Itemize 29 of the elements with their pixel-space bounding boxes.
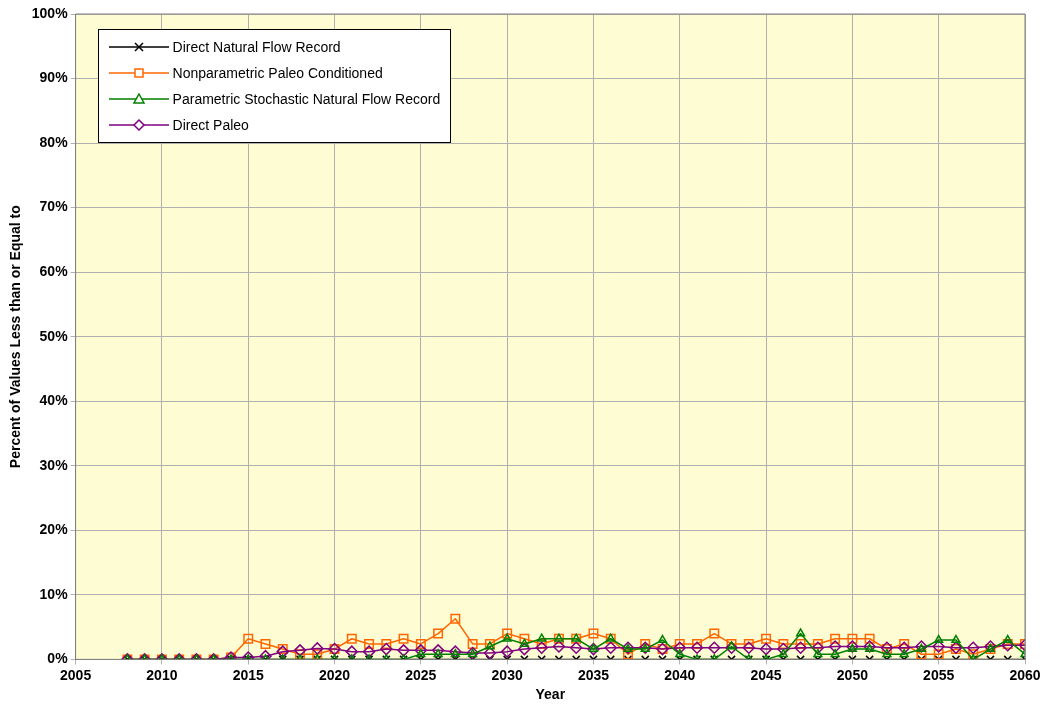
- legend-label: Parametric Stochastic Natural Flow Record: [172, 91, 441, 107]
- y-tick-label: 80%: [39, 133, 69, 150]
- x-tick-label: 2045: [750, 666, 782, 683]
- x-tick-label: 2055: [923, 666, 955, 683]
- x-tick-label: 2060: [1009, 666, 1041, 683]
- y-axis-title: Percent of Values Less than or Equal to: [7, 205, 24, 469]
- y-tick-label: 70%: [39, 198, 69, 215]
- x-tick-label: 2050: [836, 666, 869, 683]
- y-tick-label: 50%: [39, 327, 69, 344]
- x-tick-label: 2035: [577, 666, 610, 683]
- y-tick-label: 60%: [39, 263, 69, 280]
- x-tick-label: 2030: [491, 666, 523, 683]
- legend-label: Direct Paleo: [172, 117, 249, 133]
- x-tick-label: 2015: [232, 666, 264, 683]
- y-tick-label: 100%: [31, 4, 69, 21]
- x-tick-label: 2010: [146, 666, 178, 683]
- y-tick-label: 90%: [39, 69, 69, 86]
- y-tick-label: 40%: [39, 392, 69, 409]
- legend-label: Nonparametric Paleo Conditioned: [172, 65, 383, 81]
- x-tick-label: 2025: [405, 666, 437, 683]
- x-tick-label: 2005: [60, 666, 92, 683]
- y-tick-label: 0%: [47, 650, 69, 667]
- y-tick-label: 10%: [39, 585, 69, 602]
- x-tick-label: 2020: [318, 666, 351, 683]
- x-tick-label: 2040: [664, 666, 696, 683]
- y-tick-label: 20%: [39, 521, 69, 538]
- x-axis-title: Year: [535, 686, 566, 703]
- legend-label: Direct Natural Flow Record: [172, 39, 341, 55]
- y-tick-label: 30%: [39, 456, 69, 473]
